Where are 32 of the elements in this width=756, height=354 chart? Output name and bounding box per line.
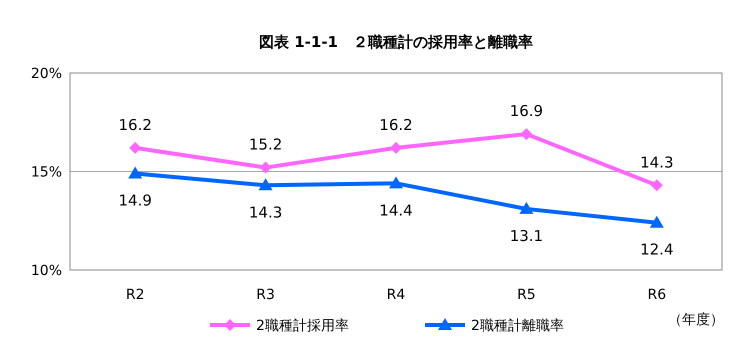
data-label: 16.2 [379, 116, 413, 134]
point [650, 216, 664, 228]
data-label: 14.3 [640, 153, 674, 172]
point [129, 142, 142, 154]
point [519, 202, 534, 214]
point [258, 178, 273, 190]
y-tick-label: 15% [30, 164, 62, 180]
data-label: 16.2 [118, 116, 152, 134]
legend-label: 2職種計採用率 [256, 318, 349, 334]
x-tick-label: R6 [647, 287, 666, 303]
point [520, 128, 532, 140]
point [390, 142, 402, 154]
data-label: 14.3 [248, 203, 282, 222]
point [389, 176, 403, 188]
data-label: 15.2 [248, 136, 282, 154]
y-tick-label: 20% [30, 66, 62, 82]
data-label: 14.4 [379, 201, 413, 220]
x-tick-label: R5 [517, 287, 536, 303]
data-label: 16.9 [510, 102, 544, 120]
legend-label: 2職種計離職率 [471, 318, 564, 334]
chart-title: 図表 1-1-1 ２職種計の採用率と離職率 [259, 33, 533, 51]
x-tick-label: R3 [256, 287, 275, 303]
x-tick-label: R4 [386, 287, 406, 303]
point [128, 166, 142, 178]
x-tick-label: R2 [126, 287, 145, 303]
x-axis-title: （年度） [668, 312, 724, 328]
y-tick-label: 10% [30, 263, 62, 279]
point [650, 179, 663, 192]
data-label: 12.4 [640, 240, 674, 259]
data-label: 14.9 [118, 191, 152, 210]
point [260, 162, 272, 174]
data-label: 13.1 [510, 226, 544, 245]
